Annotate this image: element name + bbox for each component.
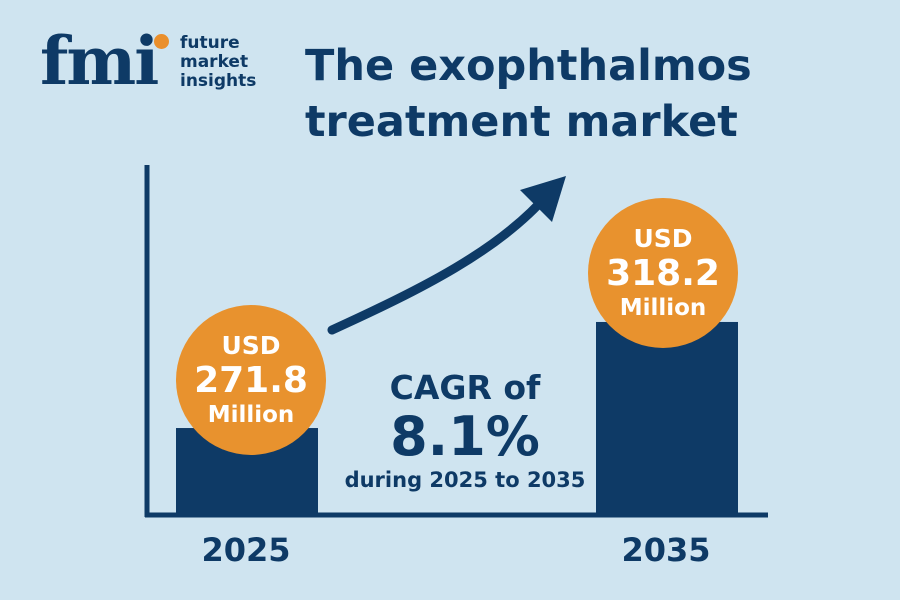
bubble-2025-amount: 271.8 (194, 360, 308, 401)
value-bubble-2025: USD 271.8 Million (176, 305, 326, 455)
bars-layer (176, 321, 738, 515)
logo-wordmark: future market insights (180, 34, 256, 91)
bar-2035 (596, 321, 738, 515)
cagr-annotation: CAGR of 8.1% during 2025 to 2035 (330, 368, 600, 494)
cagr-period: during 2025 to 2035 (344, 468, 586, 492)
logo-dot-icon (154, 34, 169, 49)
bubble-2035-unit: Million (619, 295, 707, 321)
title-line-2: treatment market (305, 97, 738, 147)
growth-arrow-shaft (327, 189, 553, 335)
cagr-label: CAGR of (389, 368, 541, 407)
growth-arrow-head-icon (520, 176, 566, 222)
bubble-2035-currency: USD (633, 224, 693, 253)
fmi-logo: fmi future market insights (40, 28, 290, 108)
bubble-2025-currency: USD (221, 331, 281, 360)
logo-line-market: market (180, 52, 249, 72)
bubble-2025-unit: Million (207, 402, 295, 428)
logo-line-insights: insights (180, 71, 257, 91)
logo-line-future: future (180, 33, 240, 53)
cagr-value: 8.1% (390, 405, 540, 468)
title-line-1: The exophthalmos (305, 41, 752, 91)
page-title: The exophthalmos treatment market (305, 38, 885, 150)
x-tick-label-2025: 2025 (201, 531, 291, 569)
bubble-2035-amount: 318.2 (606, 253, 720, 294)
x-tick-label-2035: 2035 (621, 531, 711, 569)
value-bubble-2035: USD 318.2 Million (588, 198, 738, 348)
logo-mark: fmi (40, 22, 159, 100)
